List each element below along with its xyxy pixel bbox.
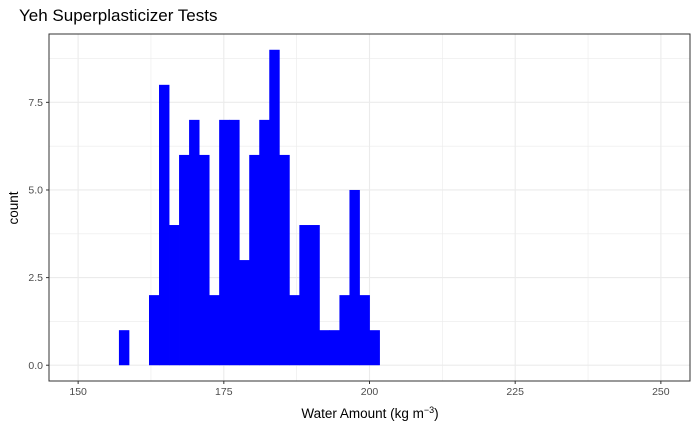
x-tick-label: 225 [506, 386, 524, 398]
histogram-bar [269, 49, 280, 366]
histogram-bar [239, 260, 250, 366]
histogram-bar [249, 154, 260, 366]
x-tick-label: 250 [652, 386, 670, 398]
histogram-bar [369, 330, 380, 366]
histogram-bar [299, 225, 310, 366]
histogram-bar [219, 119, 230, 366]
histogram-bars [118, 49, 380, 366]
histogram-bar [349, 189, 360, 366]
histogram-bar [189, 119, 200, 366]
x-axis-title: Water Amount (kg m−3) [301, 405, 438, 421]
y-axis-title: count [6, 191, 21, 224]
y-tick-label: 7.5 [28, 97, 43, 109]
histogram-bar [229, 119, 240, 366]
x-tick-label: 200 [361, 386, 379, 398]
histogram-bar [259, 119, 270, 366]
histogram-bar [199, 154, 210, 366]
x-tick-label: 150 [69, 386, 87, 398]
x-axis-title-main: Water Amount (kg m [301, 406, 424, 421]
histogram-bar [169, 225, 180, 366]
histogram-bar [289, 295, 300, 366]
histogram-bar [148, 295, 160, 366]
histogram-bar [309, 225, 320, 366]
chart-title: Yeh Superplasticizer Tests [19, 6, 217, 25]
y-tick-label: 0.0 [28, 360, 43, 372]
histogram-bar [159, 84, 170, 366]
histogram-bar [118, 330, 130, 366]
axis-ticks: 150 175 200 225 250 0.0 2.5 5.0 7.5 [28, 97, 669, 398]
histogram-bar [179, 154, 190, 366]
y-tick-label: 2.5 [28, 272, 43, 284]
histogram-bar [279, 154, 290, 366]
histogram-bar [339, 295, 350, 366]
histogram-bar [329, 330, 340, 366]
x-axis-title-exponent: −3 [424, 405, 434, 415]
histogram-bar [359, 295, 370, 366]
y-tick-label: 5.0 [28, 185, 43, 197]
x-tick-label: 175 [215, 386, 233, 398]
x-axis-title-close: ) [434, 406, 439, 421]
histogram-bar [209, 295, 220, 366]
histogram-bar [319, 330, 330, 366]
